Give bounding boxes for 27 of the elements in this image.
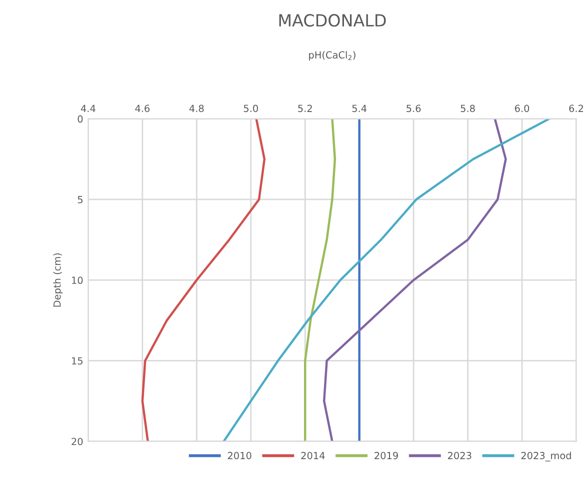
line-series bbox=[141, 118, 266, 442]
x-tick-label: 5.8 bbox=[460, 104, 475, 112]
y-tick-label: 0 bbox=[78, 115, 83, 123]
x-tick-label: 4.8 bbox=[189, 104, 204, 112]
y-tick-label: 20 bbox=[72, 438, 83, 446]
line-series bbox=[304, 118, 336, 442]
x-tick-label: 5.4 bbox=[352, 104, 367, 112]
line-series bbox=[322, 118, 507, 442]
y-axis-title: Depth (cm) bbox=[53, 253, 63, 307]
legend-label: 2010 bbox=[228, 452, 252, 460]
y-tick-label: 5 bbox=[78, 196, 82, 204]
legend-label: 2014 bbox=[301, 452, 325, 460]
chart-title: MACDONALD bbox=[279, 14, 386, 27]
line-series bbox=[222, 118, 550, 442]
y-tick-label: 10 bbox=[72, 276, 83, 284]
x-tick-label: 4.6 bbox=[135, 104, 150, 112]
legend-label: 2023_mod bbox=[521, 452, 571, 462]
y-tick-label: 15 bbox=[72, 357, 82, 365]
x-tick-label: 5.2 bbox=[298, 104, 312, 112]
x-tick-label: 5.0 bbox=[244, 104, 258, 112]
x-tick-label: 5.6 bbox=[406, 104, 421, 112]
legend-label: 2023 bbox=[448, 452, 472, 460]
x-tick-label: 4.4 bbox=[80, 104, 96, 112]
x-tick-label: 6.2 bbox=[569, 104, 583, 112]
x-axis-title: pH(CaCl$_{2}$) bbox=[309, 51, 356, 60]
x-tick-label: 6.0 bbox=[514, 104, 530, 112]
legend-label: 2019 bbox=[374, 452, 398, 460]
